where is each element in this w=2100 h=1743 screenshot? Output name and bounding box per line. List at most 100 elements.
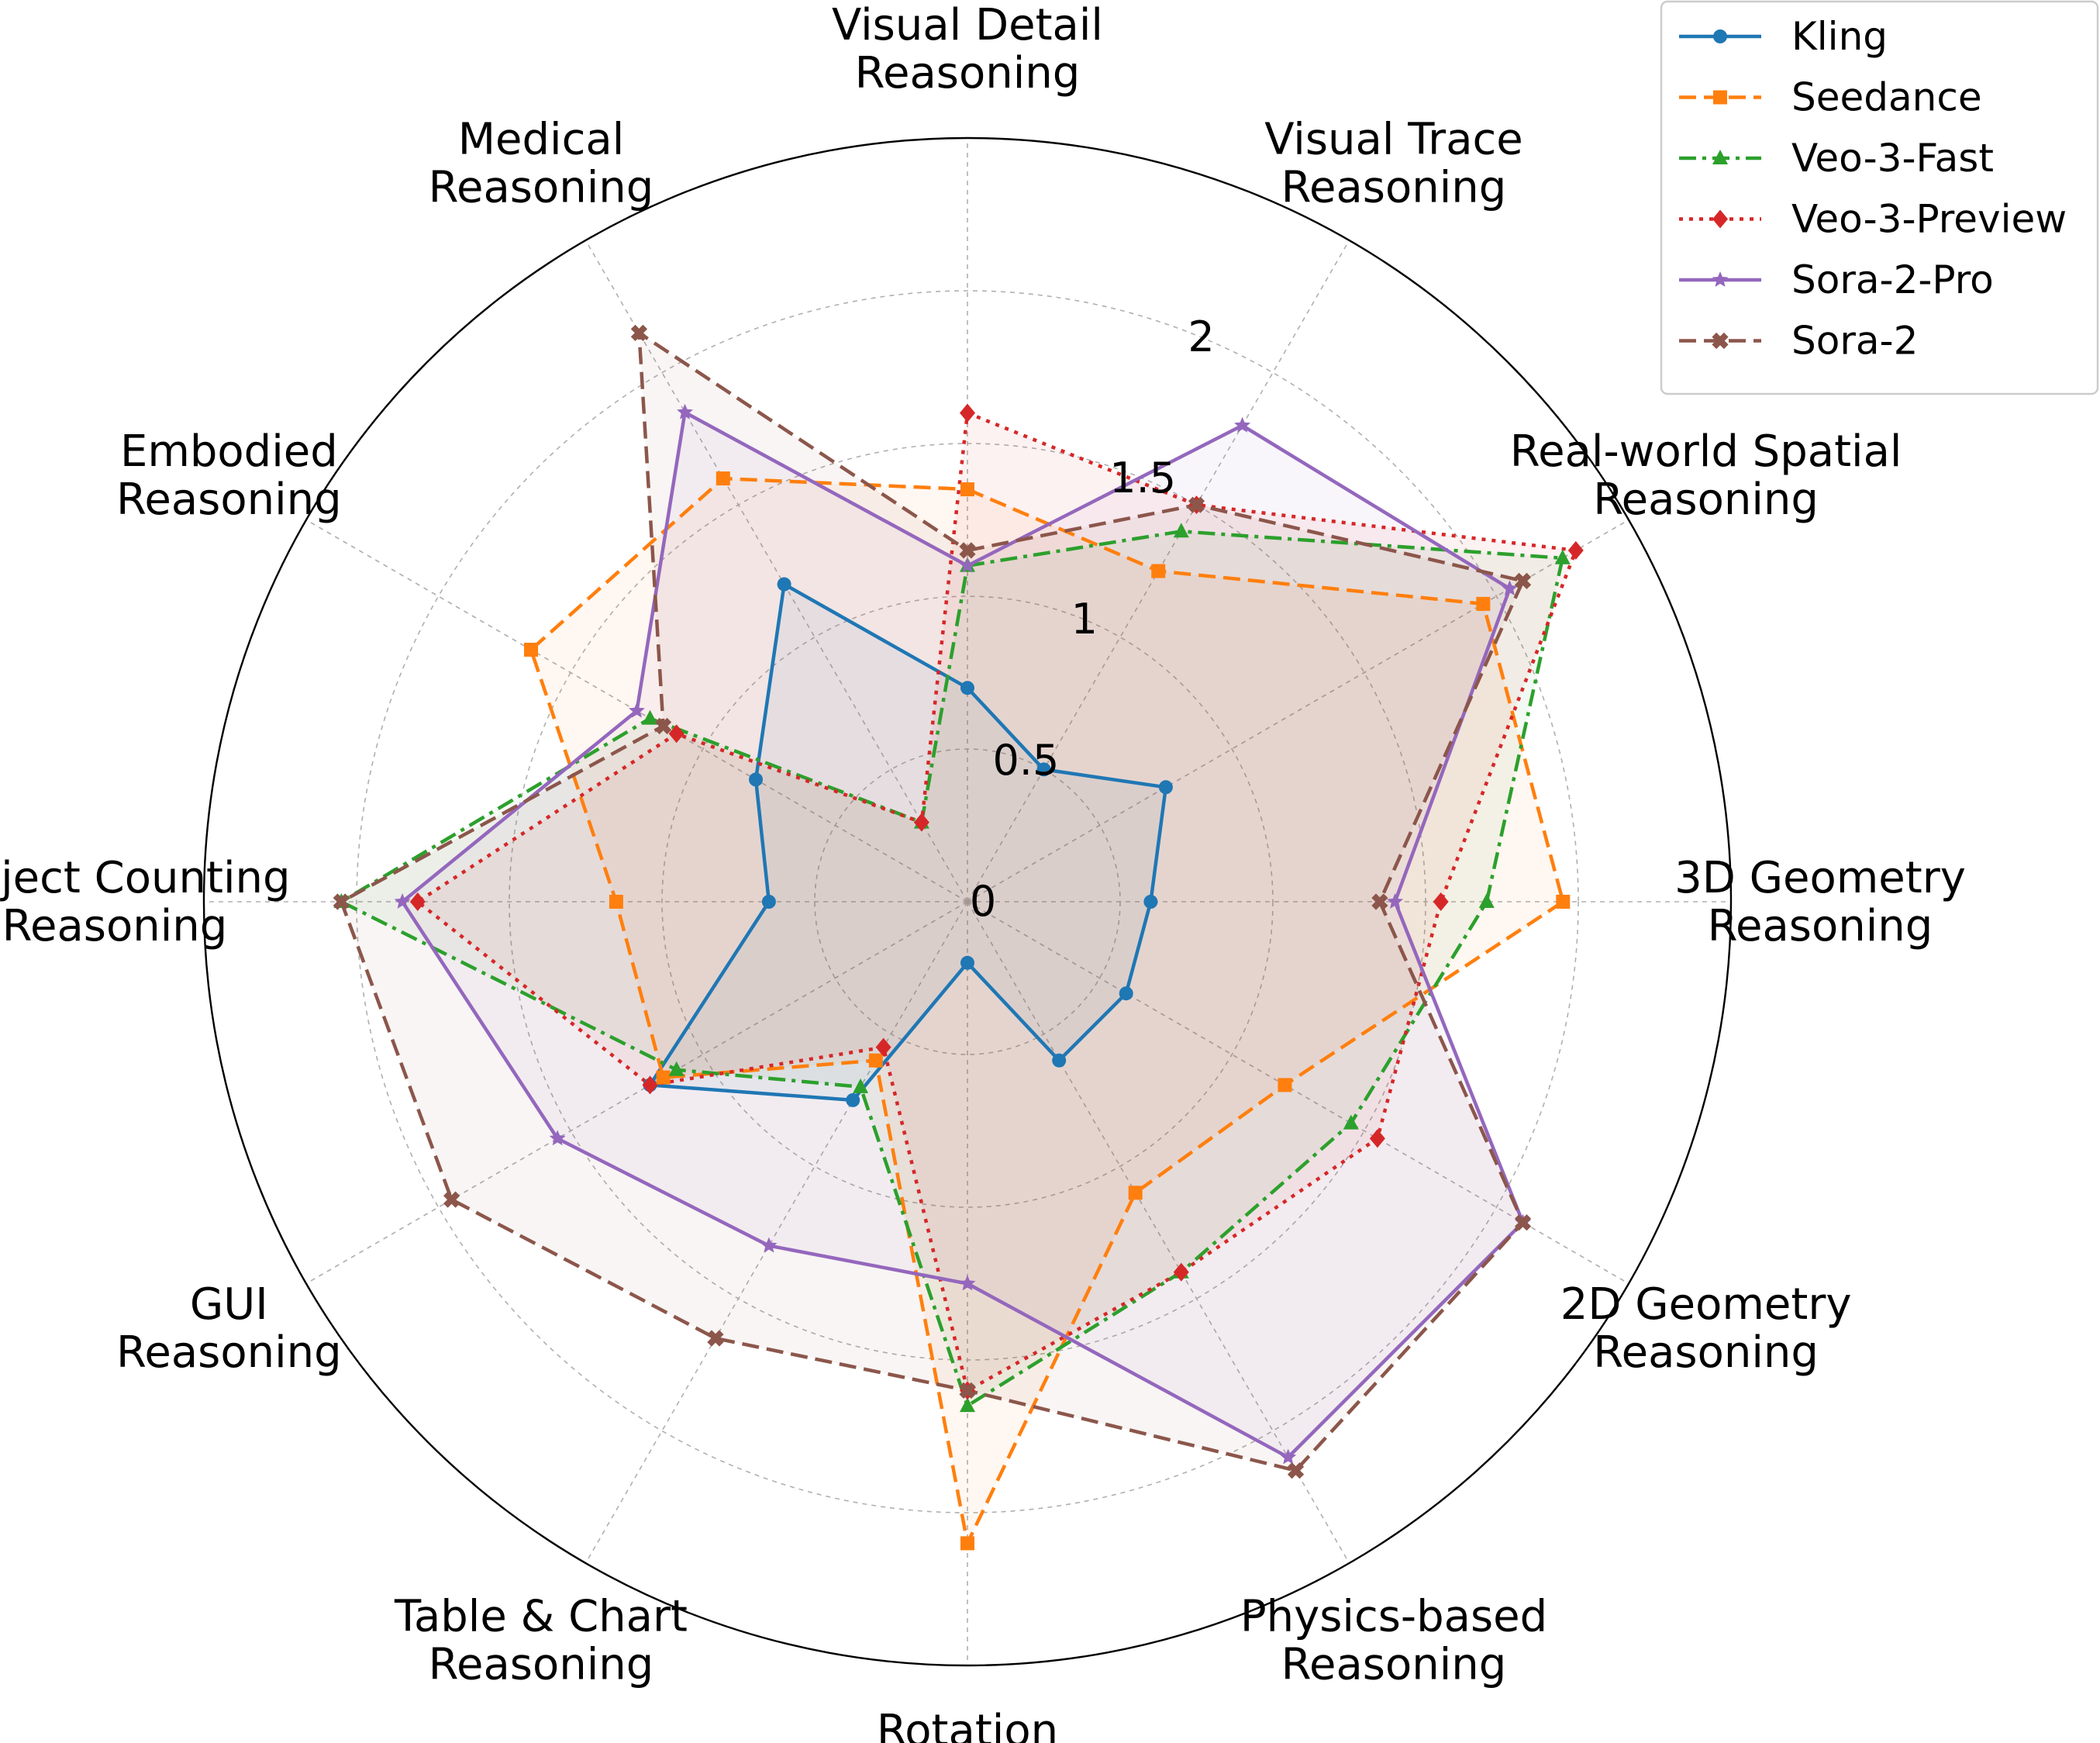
marker-5-9 — [333, 893, 350, 910]
marker-4-3 — [1387, 893, 1404, 909]
marker-1-9 — [609, 895, 623, 909]
marker-0-9 — [761, 895, 776, 909]
series-fills — [341, 333, 1576, 1544]
marker-2-8 — [668, 1061, 684, 1076]
marker-5-11 — [630, 324, 648, 341]
axis-label-1-0: Visual Trace — [1264, 114, 1523, 164]
marker-1-10 — [523, 642, 538, 657]
marker-5-3 — [1371, 893, 1388, 910]
marker-1-0 — [960, 482, 974, 497]
r-tick-label-0: 0 — [970, 877, 996, 926]
marker-2-1 — [1173, 523, 1189, 538]
marker-5-10 — [655, 717, 672, 735]
marker-0-11 — [777, 577, 791, 592]
legend: Kling Seedance Veo-3-Fast Veo-3-Preview Sora… — [1660, 0, 2099, 395]
marker-0-4 — [1119, 986, 1133, 1001]
marker-5-2 — [1514, 572, 1532, 589]
legend-marker-5 — [1712, 332, 1729, 350]
marker-2-7 — [853, 1078, 869, 1093]
marker-4-7 — [760, 1237, 778, 1253]
marker-5-7 — [707, 1330, 724, 1347]
marker-3-5 — [1173, 1262, 1189, 1282]
series-fill-1 — [531, 478, 1564, 1544]
marker-2-3 — [1478, 893, 1495, 908]
marker-1-2 — [1476, 596, 1491, 611]
legend-marker-2 — [1712, 150, 1728, 164]
marker-3-0 — [960, 403, 975, 423]
marker-1-4 — [1278, 1078, 1292, 1092]
marker-3-10 — [668, 724, 684, 744]
marker-1-3 — [1556, 895, 1571, 909]
grid-spoke-5 — [967, 901, 1350, 1564]
marker-0-7 — [846, 1092, 860, 1107]
legend-marker-4 — [1712, 271, 1729, 287]
axis-label-10-0: Embodied — [120, 426, 338, 477]
outer-ring — [202, 136, 1733, 1667]
axis-label-0-1: Reasoning — [855, 48, 1081, 98]
marker-3-8 — [642, 1075, 658, 1095]
radial-tick-labels: 0 0.5 1 1.5 2 — [970, 312, 1215, 926]
marker-5-6 — [959, 1382, 976, 1399]
marker-5-0 — [959, 542, 976, 559]
marker-0-2 — [1158, 780, 1173, 795]
axis-label-1-1: Reasoning — [1281, 162, 1507, 212]
marker-1-11 — [716, 471, 730, 486]
marker-3-3 — [1433, 892, 1449, 911]
marker-3-2 — [1567, 540, 1584, 560]
legend-label-4: Sora-2-Pro — [1791, 257, 1994, 302]
legend-label-0: Kling — [1791, 14, 1888, 59]
marker-4-9 — [394, 893, 411, 909]
marker-4-2 — [1502, 580, 1518, 595]
axis-label-10-1: Reasoning — [116, 475, 342, 525]
legend-label-2: Veo-3-Fast — [1791, 136, 1994, 181]
marker-5-1 — [1188, 496, 1205, 513]
legend-marker-1 — [1713, 90, 1727, 105]
marker-0-3 — [1143, 895, 1158, 909]
grid-ring-4 — [356, 290, 1579, 1513]
axis-label-9-0: Object Counting — [0, 853, 291, 903]
grid-ring-2 — [661, 595, 1274, 1208]
marker-0-1 — [1036, 762, 1051, 777]
marker-0-5 — [1052, 1053, 1067, 1068]
marker-3-4 — [1369, 1129, 1385, 1148]
axis-label-3-0: 3D Geometry — [1674, 853, 1966, 903]
legend-label-5: Sora-2 — [1791, 319, 1918, 364]
marker-1-5 — [1128, 1186, 1143, 1200]
marker-1-6 — [960, 1536, 974, 1551]
axis-label-5-0: Physics-based — [1240, 1592, 1547, 1642]
r-tick-label-2: 1 — [1071, 595, 1098, 644]
legend-label-3: Veo-3-Preview — [1791, 197, 2067, 242]
legend-box — [1660, 0, 2099, 395]
axis-label-4-0: 2D Geometry — [1560, 1279, 1852, 1330]
marker-2-10 — [642, 709, 658, 725]
marker-4-6 — [959, 1275, 976, 1291]
axis-label-8-0: GUI — [190, 1279, 268, 1330]
marker-1-8 — [656, 1070, 671, 1085]
marker-4-8 — [549, 1130, 566, 1146]
marker-4-0 — [959, 557, 976, 573]
legend-label-1: Seedance — [1791, 75, 1982, 120]
axis-label-5-1: Reasoning — [1281, 1640, 1507, 1690]
axis-label-11-0: Medical — [458, 114, 625, 164]
series-fill-3 — [417, 412, 1576, 1391]
grid-spoke-11 — [584, 240, 968, 903]
marker-2-6 — [960, 1397, 975, 1413]
marker-3-11 — [913, 813, 929, 832]
axis-label-6-0: Rotation — [877, 1706, 1058, 1743]
marker-4-11 — [677, 403, 693, 419]
marker-0-6 — [960, 955, 974, 970]
r-tick-label-4: 2 — [1188, 312, 1214, 361]
marker-4-5 — [1280, 1448, 1297, 1465]
axis-label-9-1: Reasoning — [2, 901, 228, 951]
axis-label-7-0: Table & Chart — [394, 1592, 688, 1642]
grid-spoke-8 — [305, 901, 968, 1285]
series-fill-5 — [341, 333, 1523, 1471]
marker-4-1 — [1234, 416, 1251, 433]
marker-5-4 — [1514, 1214, 1532, 1231]
grid-spoke-7 — [584, 901, 968, 1564]
marker-0-0 — [960, 681, 974, 695]
axis-label-3-1: Reasoning — [1708, 901, 1933, 951]
series-fill-2 — [341, 531, 1563, 1406]
